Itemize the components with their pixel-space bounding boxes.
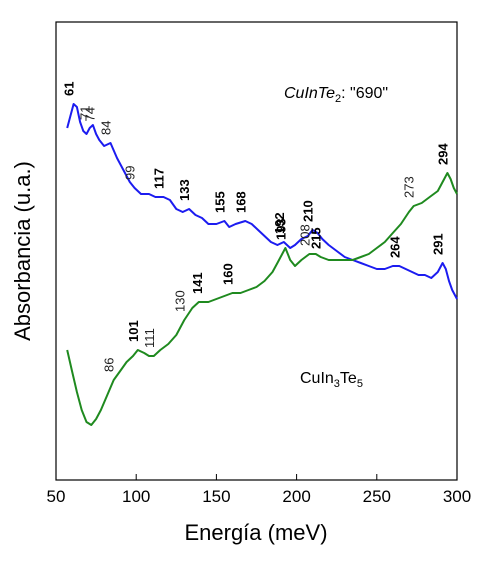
peak-label: 215 <box>309 227 324 249</box>
peak-label: 84 <box>99 120 114 134</box>
peak-label: 133 <box>177 179 192 201</box>
peak-label: 160 <box>220 263 235 285</box>
peak-label: 71 <box>78 106 93 120</box>
x-axis-ticks: 50 100 150 200 250 300 <box>47 474 471 506</box>
peak-label: 61 <box>62 81 77 95</box>
x-tick-label: 150 <box>202 487 230 506</box>
peak-label: 130 <box>172 290 187 312</box>
peak-label: 294 <box>435 143 450 165</box>
x-tick-label: 50 <box>47 487 66 506</box>
peak-label: 74 <box>83 107 98 121</box>
peak-label: 117 <box>152 168 167 189</box>
series-label-1: CuIn3Te5 <box>300 370 363 390</box>
peak-label: 193 <box>273 218 288 240</box>
peak-label: 168 <box>233 191 248 213</box>
series-layer <box>66 103 458 426</box>
series-line-0 <box>66 103 458 300</box>
series-line-1 <box>66 172 458 426</box>
peak-label: 141 <box>190 272 205 294</box>
peak-label: 210 <box>301 200 316 222</box>
peak-label: 273 <box>402 176 417 198</box>
series-label-0: CuInTe2: "690" <box>284 85 388 105</box>
x-tick-label: 250 <box>363 487 391 506</box>
peak-label: 99 <box>123 166 138 180</box>
peak-label: 264 <box>387 236 402 258</box>
peak-label: 111 <box>142 328 157 348</box>
peak-label: 208 <box>297 224 312 246</box>
peak-label: 101 <box>126 320 141 342</box>
x-tick-label: 200 <box>282 487 310 506</box>
peak-label: 291 <box>431 233 446 255</box>
peak-label: 86 <box>102 357 117 371</box>
x-axis-title: Energía (meV) <box>184 520 327 545</box>
peak-label: 155 <box>212 191 227 213</box>
series-labels: CuInTe2: "690" CuIn3Te5 <box>284 85 388 390</box>
x-tick-label: 300 <box>443 487 471 506</box>
x-tick-label: 100 <box>122 487 150 506</box>
peak-label: 192 <box>272 212 287 234</box>
y-axis-title: Absorbancia (u.a.) <box>10 161 35 341</box>
plot-frame <box>55 21 458 481</box>
